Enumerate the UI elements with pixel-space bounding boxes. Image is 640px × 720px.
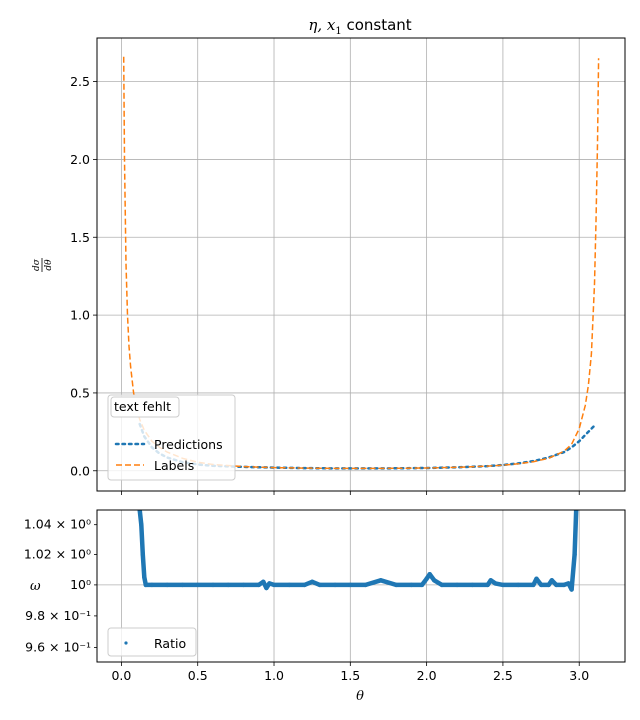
bottom-x-tick-label: 2.5 bbox=[493, 668, 513, 683]
top-gridlines bbox=[97, 38, 625, 491]
ratio-point bbox=[264, 585, 269, 591]
ratio-point bbox=[569, 587, 574, 592]
ratio-point bbox=[317, 582, 322, 588]
ratio-point bbox=[180, 582, 185, 588]
ratio-point bbox=[378, 578, 383, 583]
legend-ratio-swatch bbox=[124, 641, 128, 645]
ratio-point bbox=[485, 582, 490, 588]
ratio-point bbox=[310, 579, 315, 584]
ratio-point bbox=[439, 582, 445, 588]
ratio-point bbox=[210, 582, 216, 588]
bottom-legend: Ratio bbox=[107, 627, 197, 657]
legend-ratio-label: Ratio bbox=[154, 636, 186, 651]
legend-predictions-label: Predictions bbox=[154, 437, 223, 452]
ratio-point bbox=[142, 575, 147, 580]
ratio-point bbox=[549, 578, 554, 583]
ratio-point bbox=[531, 582, 536, 588]
ratio-point bbox=[149, 582, 155, 588]
bottom-y-tick-label: 9.8 × 10⁻¹ bbox=[25, 608, 91, 623]
ratio-point bbox=[409, 582, 414, 588]
ratio-point bbox=[574, 510, 579, 513]
top-y-tick-label: 0.5 bbox=[70, 385, 90, 400]
ratio-point bbox=[226, 582, 231, 588]
bottom-y-tick-label: 1.04 × 10⁰ bbox=[24, 517, 91, 532]
bottom-x-tick-label: 1.5 bbox=[340, 668, 360, 683]
ratio-point bbox=[454, 582, 460, 588]
bottom-axis-ticks: 0.0 0.5 1.0 1.5 2.0 2.5 3.0 9.6 × 10⁻¹ 9.8 × 10⁻… bbox=[24, 517, 589, 683]
top-y-tick-label: 1.0 bbox=[70, 308, 90, 323]
ratio-point bbox=[516, 582, 521, 588]
ratio-point bbox=[139, 522, 144, 527]
top-axis-ticks: 0.0 0.5 1.0 1.5 2.0 2.5 bbox=[70, 74, 580, 495]
series-labels-line bbox=[122, 56, 600, 470]
top-y-tick-label: 0.0 bbox=[70, 463, 90, 478]
ratio-point bbox=[534, 576, 539, 581]
ratio-point bbox=[256, 582, 261, 588]
top-chart-title: η, x1 constant bbox=[308, 16, 411, 37]
top-y-tick-label: 2.5 bbox=[70, 74, 90, 89]
ratio-point bbox=[470, 582, 475, 588]
legend-labels-label: Labels bbox=[154, 458, 194, 473]
ratio-point bbox=[427, 572, 432, 577]
ratio-point bbox=[419, 582, 425, 588]
top-y-tick-label: 2.0 bbox=[70, 152, 90, 167]
top-legend-title: text fehlt bbox=[114, 399, 171, 414]
ratio-point bbox=[287, 582, 292, 588]
bottom-x-tick-label: 0.0 bbox=[111, 668, 131, 683]
series-ratio-band bbox=[137, 510, 579, 592]
ratio-point bbox=[554, 582, 559, 588]
bottom-x-tick-label: 0.5 bbox=[188, 668, 208, 683]
ratio-point bbox=[140, 552, 145, 557]
ratio-point bbox=[546, 582, 551, 588]
top-y-tick-label: 1.5 bbox=[70, 230, 90, 245]
ratio-point bbox=[566, 581, 571, 586]
ratio-point bbox=[332, 582, 338, 588]
bottom-y-axis-label: ω bbox=[30, 579, 41, 594]
top-legend-title-box bbox=[110, 396, 180, 418]
bottom-legend-box bbox=[107, 627, 197, 657]
bottom-y-tick-label: 1.02 × 10⁰ bbox=[24, 546, 91, 561]
ratio-point bbox=[267, 581, 272, 586]
bottom-series-layer bbox=[137, 510, 579, 592]
bottom-x-tick-label: 2.0 bbox=[417, 668, 437, 683]
bottom-y-tick-label: 9.6 × 10⁻¹ bbox=[25, 640, 91, 655]
ratio-point bbox=[271, 582, 277, 588]
ratio-point bbox=[363, 582, 368, 588]
bottom-plot-frame bbox=[96, 509, 626, 663]
ratio-point bbox=[261, 579, 266, 584]
bottom-x-tick-label: 1.0 bbox=[264, 668, 284, 683]
ratio-point bbox=[572, 552, 577, 557]
ratio-point bbox=[348, 582, 353, 588]
top-legend: text fehlt Predictions Labels bbox=[107, 394, 236, 481]
ratio-point bbox=[165, 582, 170, 588]
ratio-point bbox=[424, 576, 429, 581]
ratio-point bbox=[500, 582, 506, 588]
svg-text:dσ: dσ bbox=[32, 258, 42, 271]
ratio-point bbox=[393, 582, 399, 588]
ratio-point bbox=[143, 582, 148, 588]
bottom-x-tick-label: 3.0 bbox=[569, 668, 589, 683]
ratio-point bbox=[137, 510, 142, 513]
top-y-axis-label: dσ dθ bbox=[32, 258, 54, 272]
ratio-point bbox=[432, 578, 437, 583]
svg-text:dθ: dθ bbox=[44, 259, 54, 271]
bottom-y-tick-label: 10⁰ bbox=[70, 577, 91, 592]
bottom-x-axis-label: θ bbox=[356, 689, 364, 704]
ratio-point bbox=[561, 582, 567, 588]
ratio-point bbox=[538, 582, 544, 588]
ratio-point bbox=[493, 581, 498, 586]
top-plot-frame bbox=[96, 37, 626, 492]
ratio-point bbox=[488, 578, 493, 583]
ratio-point bbox=[302, 582, 307, 588]
ratio-point bbox=[241, 582, 246, 588]
ratio-point bbox=[195, 582, 200, 588]
